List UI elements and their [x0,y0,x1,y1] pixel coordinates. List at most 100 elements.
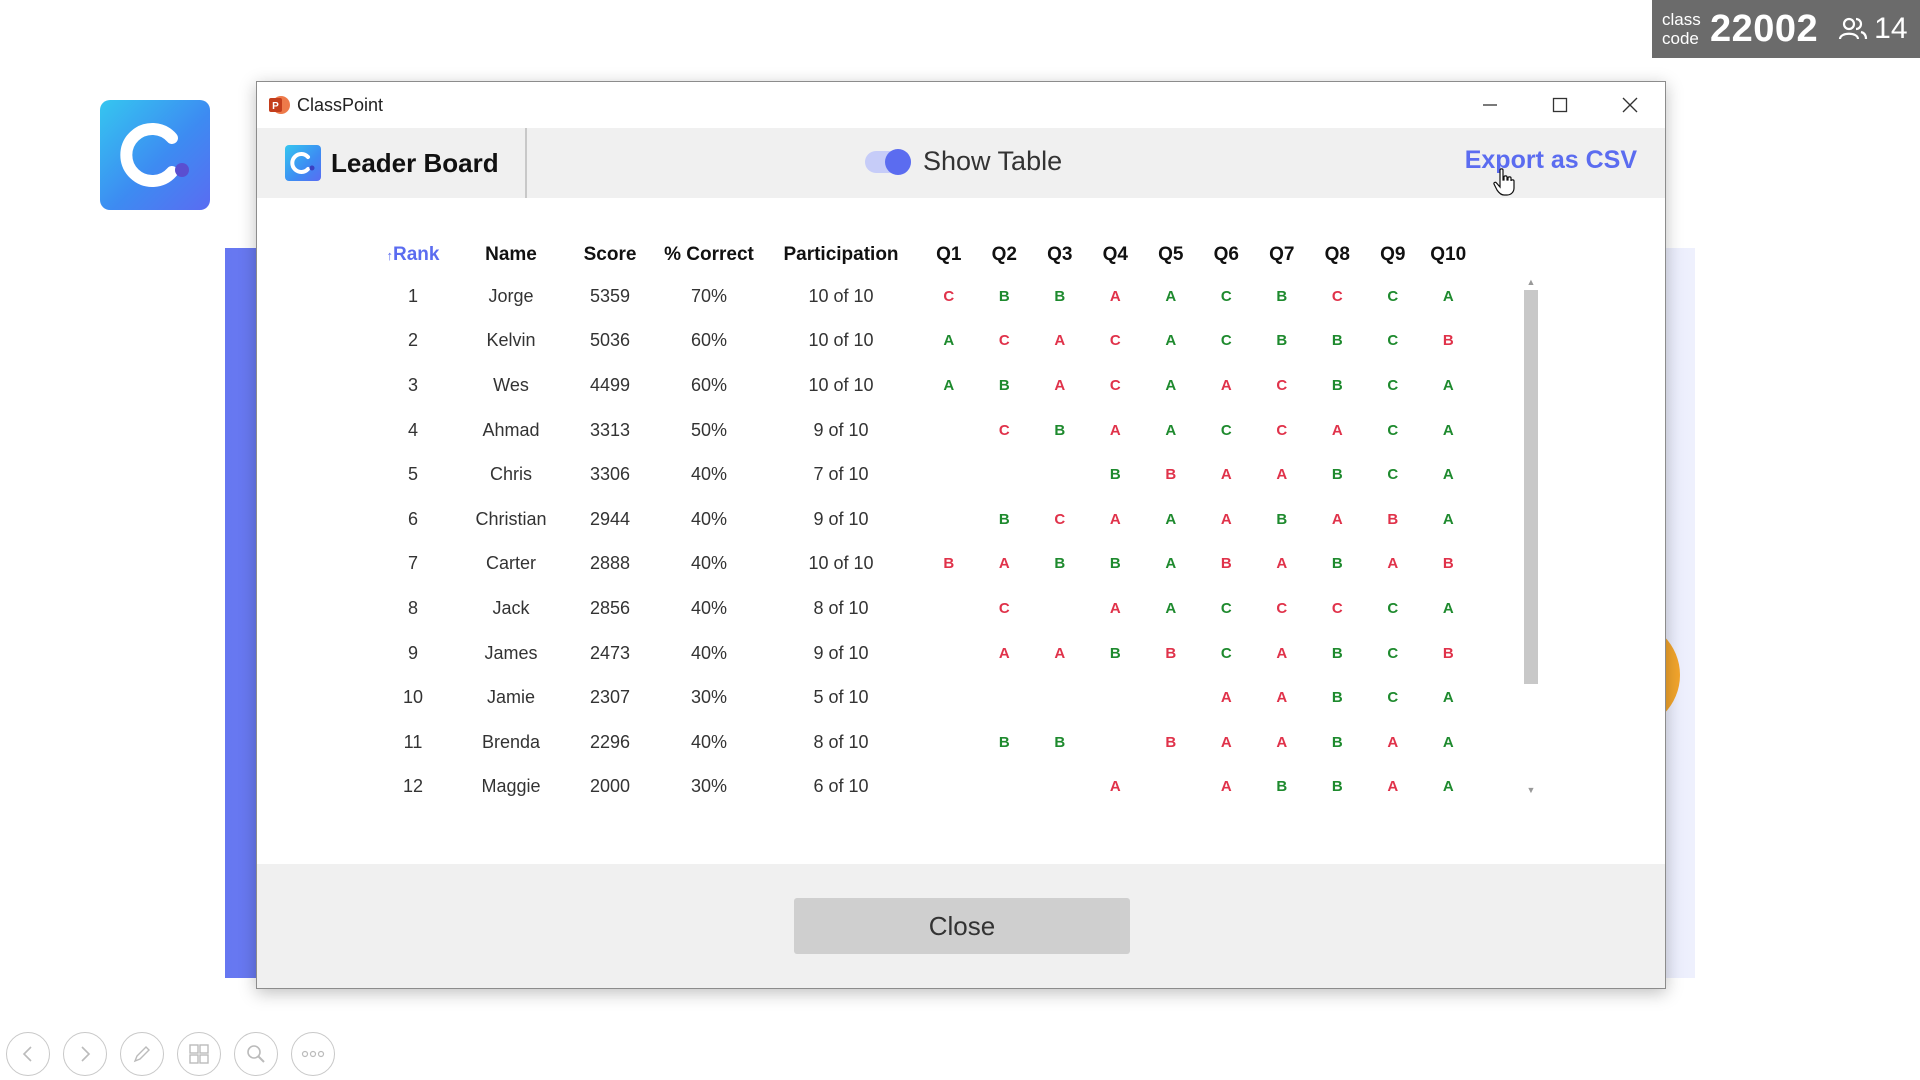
cell-answer-q4: B [1109,644,1121,662]
cell-correct: 50% [690,419,728,440]
more-options-button[interactable] [291,1032,335,1076]
close-window-button[interactable] [1595,82,1665,128]
slides-grid-icon [189,1044,209,1064]
table-row: 4 Ahmad 3313 50% 9 of 10 C B A A C C A C A [367,408,1476,453]
column-header-q1[interactable]: Q1 [936,244,962,265]
column-header-q10[interactable]: Q10 [1430,244,1467,265]
cell-answer-q6: A [1220,778,1232,796]
table-row: 12 Maggie 2000 30% 6 of 10 A A B B A A [367,765,1476,810]
minimize-button[interactable] [1455,82,1525,128]
cell-name: Jack [492,597,530,618]
cell-answer-q5 [1143,765,1199,810]
cell-answer-q6: B [1220,555,1232,573]
column-header-correct[interactable]: % Correct [664,244,754,265]
cell-answer-q1: A [943,376,955,394]
cell-participation: 6 of 10 [813,776,869,797]
table-header-row: ↑Rank Name Score % Correct Participation… [367,236,1476,274]
cell-answer-q5: A [1165,376,1177,394]
column-header-q2[interactable]: Q2 [991,244,1017,265]
cell-answer-q3: A [1054,376,1066,394]
cell-participation: 5 of 10 [813,687,869,708]
cell-answer-q2: C [998,421,1010,439]
zoom-button[interactable] [234,1032,278,1076]
cell-correct: 70% [690,285,728,306]
scroll-down-arrow-icon[interactable]: ▼ [1526,785,1536,795]
cell-answer-q8: B [1331,376,1343,394]
vertical-scrollbar[interactable]: ▲ ▼ [1523,276,1539,796]
cell-answer-q5: A [1165,599,1177,617]
cell-answer-q3 [1032,586,1088,631]
class-code-label-line1: class [1662,10,1701,29]
cell-correct: 40% [690,597,728,618]
window-controls [1455,82,1665,128]
cell-rank: 10 [402,687,424,708]
column-header-q9[interactable]: Q9 [1380,244,1406,265]
cell-answer-q3 [1032,765,1088,810]
cell-participation: 9 of 10 [813,508,869,529]
cell-participation: 7 of 10 [813,464,869,485]
cell-answer-q3 [1032,675,1088,720]
column-header-q4[interactable]: Q4 [1102,244,1128,265]
maximize-button[interactable] [1525,82,1595,128]
column-header-score[interactable]: Score [583,244,637,265]
cell-name: Ahmad [482,419,540,440]
sort-arrow-icon: ↑ [386,248,394,263]
previous-slide-button[interactable] [6,1032,50,1076]
next-slide-button[interactable] [63,1032,107,1076]
cell-answer-q10: A [1442,689,1454,707]
export-csv-link[interactable]: Export as CSV [1464,146,1637,174]
slide-logo [100,100,210,210]
cell-answer-q7: A [1276,466,1288,484]
cell-answer-q1: B [943,555,955,573]
toggle-knob [885,148,911,175]
participants-count[interactable]: 14 [1838,12,1908,46]
cell-answer-q1 [921,631,977,676]
show-table-toggle[interactable]: Show Table [865,146,1062,177]
svg-text:P: P [272,101,279,112]
toggle-switch[interactable] [865,148,911,175]
scroll-up-arrow-icon[interactable]: ▲ [1526,277,1536,287]
cell-answer-q6: A [1220,733,1232,751]
cell-answer-q5: B [1165,466,1177,484]
leaderboard-table: ↑Rank Name Score % Correct Participation… [367,236,1476,809]
column-header-q3[interactable]: Q3 [1047,244,1073,265]
cell-answer-q6: C [1220,644,1232,662]
cell-answer-q7: C [1276,376,1288,394]
cell-answer-q7: B [1276,510,1288,528]
column-header-rank[interactable]: ↑Rank [367,236,459,274]
column-header-q8[interactable]: Q8 [1324,244,1350,265]
close-button[interactable]: Close [794,898,1130,954]
cell-name: Chris [489,464,532,485]
column-header-q5[interactable]: Q5 [1158,244,1184,265]
cell-answer-q1 [921,720,977,765]
next-icon [81,1046,91,1062]
cell-score: 2856 [589,597,631,618]
cell-rank: 8 [407,597,418,618]
pen-icon [133,1046,150,1063]
column-header-participation[interactable]: Participation [783,244,899,265]
cell-name: Brenda [481,731,541,752]
cell-answer-q8: C [1331,287,1343,305]
cell-answer-q2: B [998,287,1010,305]
cell-rank: 3 [407,374,418,395]
cell-answer-q1 [921,586,977,631]
title-bar[interactable]: P ClassPoint [257,82,1665,128]
slides-grid-button[interactable] [177,1032,221,1076]
table-row: 10 Jamie 2307 30% 5 of 10 A A B C A [367,675,1476,720]
powerpoint-icon: P [269,96,290,114]
close-icon [1622,97,1638,113]
cell-answer-q9: C [1387,599,1399,617]
cell-answer-q9: C [1387,332,1399,350]
leaderboard-title-block: Leader Board [257,128,527,198]
cell-correct: 30% [690,687,728,708]
class-code-badge[interactable]: class code 22002 14 [1652,0,1920,58]
column-header-name[interactable]: Name [485,244,537,265]
column-header-q6[interactable]: Q6 [1213,244,1239,265]
minimize-icon [1483,104,1497,106]
cell-name: Jamie [486,687,535,708]
pen-button[interactable] [120,1032,164,1076]
cell-answer-q7: A [1276,733,1288,751]
scroll-thumb[interactable] [1524,290,1538,684]
column-header-q7[interactable]: Q7 [1269,244,1295,265]
cell-rank: 1 [407,285,418,306]
